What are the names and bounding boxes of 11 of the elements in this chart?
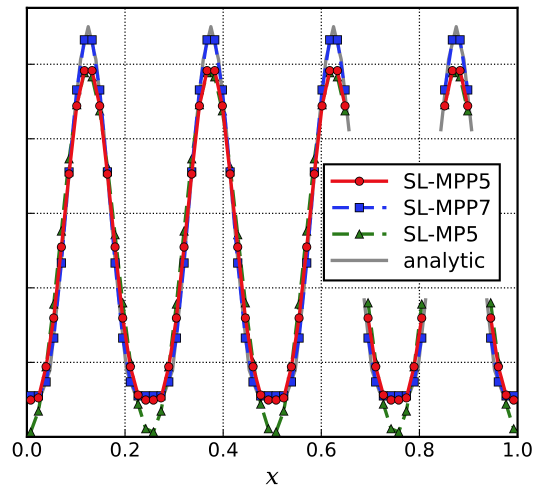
x-axis-title: x	[266, 472, 279, 484]
legend-label: analytic	[404, 252, 484, 272]
legend-label: SL-MPP5	[404, 173, 490, 189]
x-tick-label: 0.6	[307, 442, 336, 457]
x-tick-label: 0.0	[12, 442, 42, 457]
x-tick-label: 0.2	[110, 442, 139, 457]
legend-label: SL-MPP7	[404, 199, 490, 216]
x-tick-label: 0.8	[405, 442, 434, 457]
x-tick-label: 0.4	[208, 442, 238, 457]
x-tick-label: 1.0	[504, 442, 532, 457]
legend-label: SL-MP5	[404, 226, 478, 242]
